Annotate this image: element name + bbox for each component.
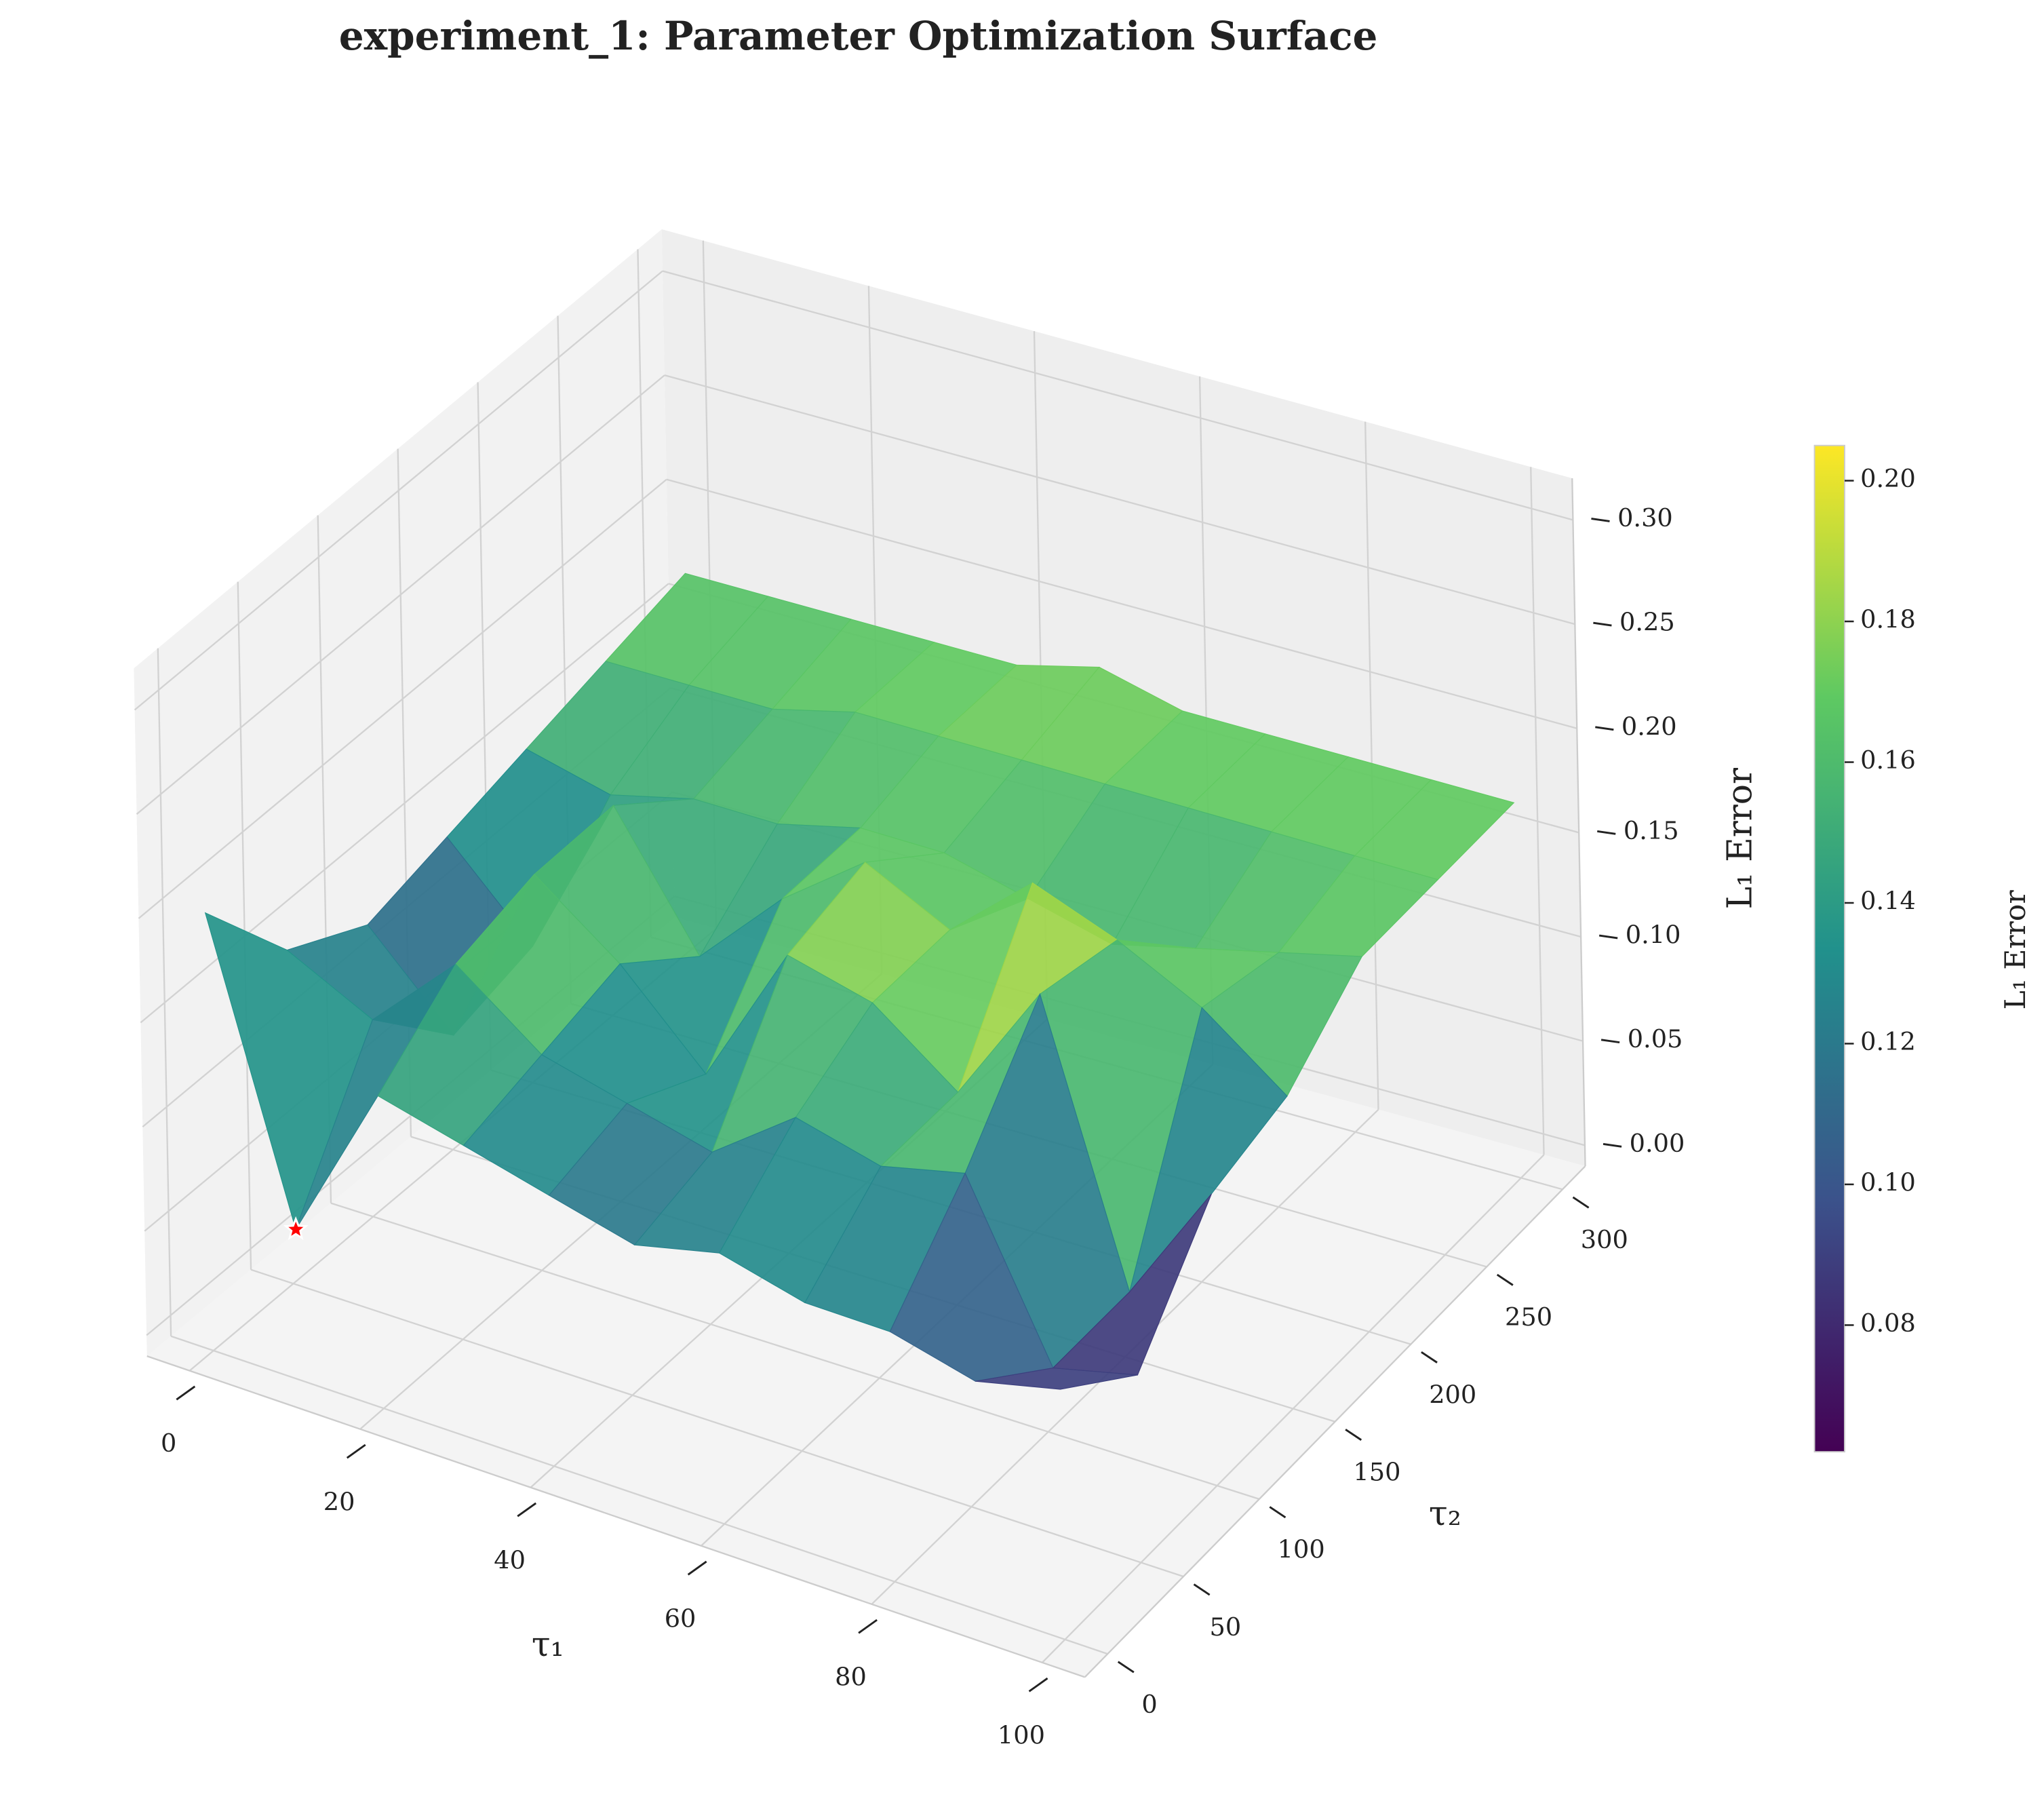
z-tick-label: 0.10 xyxy=(1626,921,1681,950)
y-tick xyxy=(1193,1583,1211,1596)
x-tick-label: 0 xyxy=(161,1429,176,1458)
z-grid-line xyxy=(136,374,665,815)
y-tick-label: 0 xyxy=(1141,1690,1157,1719)
axis-line xyxy=(1084,1165,1586,1678)
z-grid-line xyxy=(138,478,667,919)
z-axis-label: L₁ Error xyxy=(1719,768,1759,909)
x-tick xyxy=(176,1385,196,1401)
y-tick-label: 250 xyxy=(1505,1302,1552,1332)
y-grid-line xyxy=(250,1269,1184,1578)
x-tick xyxy=(687,1560,707,1576)
colorbar-tick-label: 0.12 xyxy=(1860,1027,1916,1056)
colorbar-tick-label: 0.16 xyxy=(1860,746,1916,775)
y-tick xyxy=(1269,1506,1286,1519)
z-tick xyxy=(1598,934,1618,940)
x-tick xyxy=(1028,1677,1048,1692)
z-tick-label: 0.15 xyxy=(1624,816,1679,845)
z-tick-label: 0.25 xyxy=(1619,608,1675,637)
z-grid-line xyxy=(134,270,663,711)
colorbar-tick-label: 0.20 xyxy=(1860,464,1916,493)
y-tick xyxy=(1117,1661,1135,1674)
z-grid-line xyxy=(662,270,1573,521)
z-grid-line xyxy=(664,374,1575,625)
z-tick xyxy=(1603,1142,1622,1148)
x-axis-label: τ₁ xyxy=(532,1624,564,1664)
colorbar-tick-label: 0.08 xyxy=(1860,1309,1916,1338)
colorbar-label: L₁ Error xyxy=(1999,890,2032,1010)
z-tick xyxy=(1595,726,1614,731)
surface-facet xyxy=(975,1367,1138,1390)
x-tick-label: 80 xyxy=(835,1662,867,1691)
y-grid-line xyxy=(170,1335,1108,1655)
y-tick xyxy=(1496,1273,1514,1286)
y-grid-line xyxy=(157,648,172,1336)
x-tick-label: 20 xyxy=(323,1487,355,1516)
z-tick xyxy=(1597,830,1616,835)
z-tick-label: 0.20 xyxy=(1622,712,1677,741)
y-tick-label: 100 xyxy=(1278,1535,1325,1564)
z-tick xyxy=(1593,621,1612,627)
colorbar-tick-label: 0.18 xyxy=(1860,605,1916,634)
y-grid-line xyxy=(330,1202,1260,1500)
z-grid-line xyxy=(666,478,1577,729)
x-tick xyxy=(858,1619,878,1634)
y-tick xyxy=(1421,1351,1438,1363)
y-tick-label: 200 xyxy=(1429,1380,1476,1409)
colorbar-tick-label: 0.14 xyxy=(1860,887,1916,916)
y-tick xyxy=(1345,1429,1362,1441)
y-tick-label: 300 xyxy=(1581,1225,1628,1254)
z-tick xyxy=(1591,518,1610,522)
z-tick-label: 0.30 xyxy=(1617,503,1673,533)
y-grid-line xyxy=(237,581,252,1270)
colorbar xyxy=(1813,444,1845,1453)
axis-line xyxy=(146,1355,1086,1678)
x-tick-label: 40 xyxy=(494,1545,526,1574)
z-tick xyxy=(1600,1039,1620,1044)
chart-title: experiment_1: Parameter Optimization Sur… xyxy=(339,13,1378,59)
colorbar-tick-label: 0.10 xyxy=(1860,1167,1916,1197)
z-tick-label: 0.05 xyxy=(1628,1024,1683,1053)
minimum-marker xyxy=(283,1216,309,1241)
x-tick xyxy=(346,1444,366,1459)
axis-line xyxy=(1571,478,1586,1167)
y-tick-label: 50 xyxy=(1210,1612,1242,1642)
x-tick xyxy=(517,1502,537,1517)
x-grid-line xyxy=(1530,467,1545,1155)
x-tick-label: 100 xyxy=(998,1720,1045,1749)
y-axis-label: τ₂ xyxy=(1429,1493,1461,1533)
x-tick-label: 60 xyxy=(665,1604,696,1633)
y-tick xyxy=(1572,1196,1590,1209)
y-tick-label: 150 xyxy=(1353,1457,1400,1486)
z-tick-label: 0.00 xyxy=(1630,1129,1685,1158)
